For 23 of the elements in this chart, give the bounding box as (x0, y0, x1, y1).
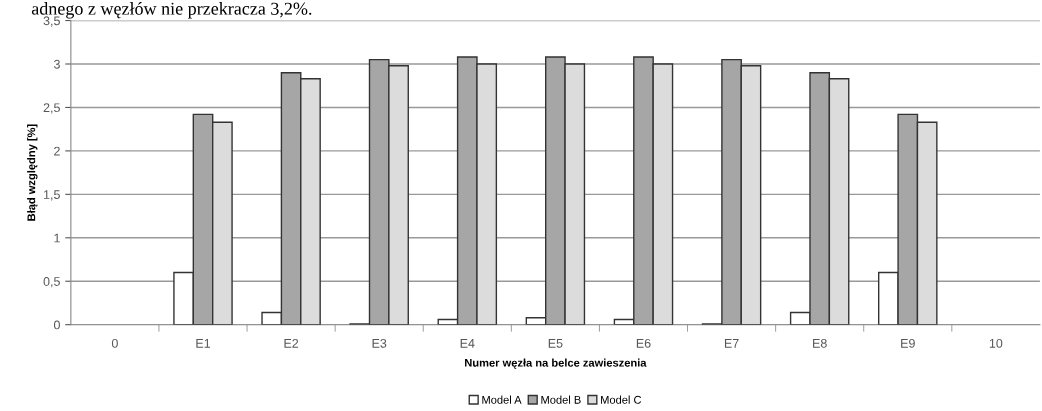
x-tick-label: E3 (372, 338, 387, 348)
x-tick-label: E1 (196, 339, 211, 348)
x-tick-label: 0 (111, 338, 118, 348)
y-tick-label: 0,5 (43, 277, 60, 288)
y-tick-label: 1 (54, 233, 60, 243)
x-tick-label: E2 (284, 338, 299, 348)
x-tick-label: E8 (813, 338, 827, 348)
y-tick-label: 3 (53, 59, 60, 69)
x-tick-label: E5 (548, 339, 563, 348)
x-tick-label: E9 (901, 338, 915, 348)
y-tick-label: 2 (54, 146, 60, 156)
x-tick-label: E6 (636, 338, 651, 348)
y-tick-label: 1,5 (44, 190, 60, 201)
legend-label: Model B (541, 395, 581, 404)
x-axis-title: Numer węzła na belce zawieszenia (465, 358, 647, 369)
y-tick-label: 2,5 (43, 103, 60, 114)
x-tick-label: 10 (989, 338, 1003, 348)
legend-label: Model C (601, 395, 642, 404)
y-tick-label: 0 (53, 320, 60, 330)
y-axis-title: Błąd względny [%] (27, 124, 38, 221)
x-tick-label: E4 (460, 339, 475, 348)
legend-label: Model A (482, 395, 522, 404)
x-tick-label: E7 (724, 339, 739, 348)
